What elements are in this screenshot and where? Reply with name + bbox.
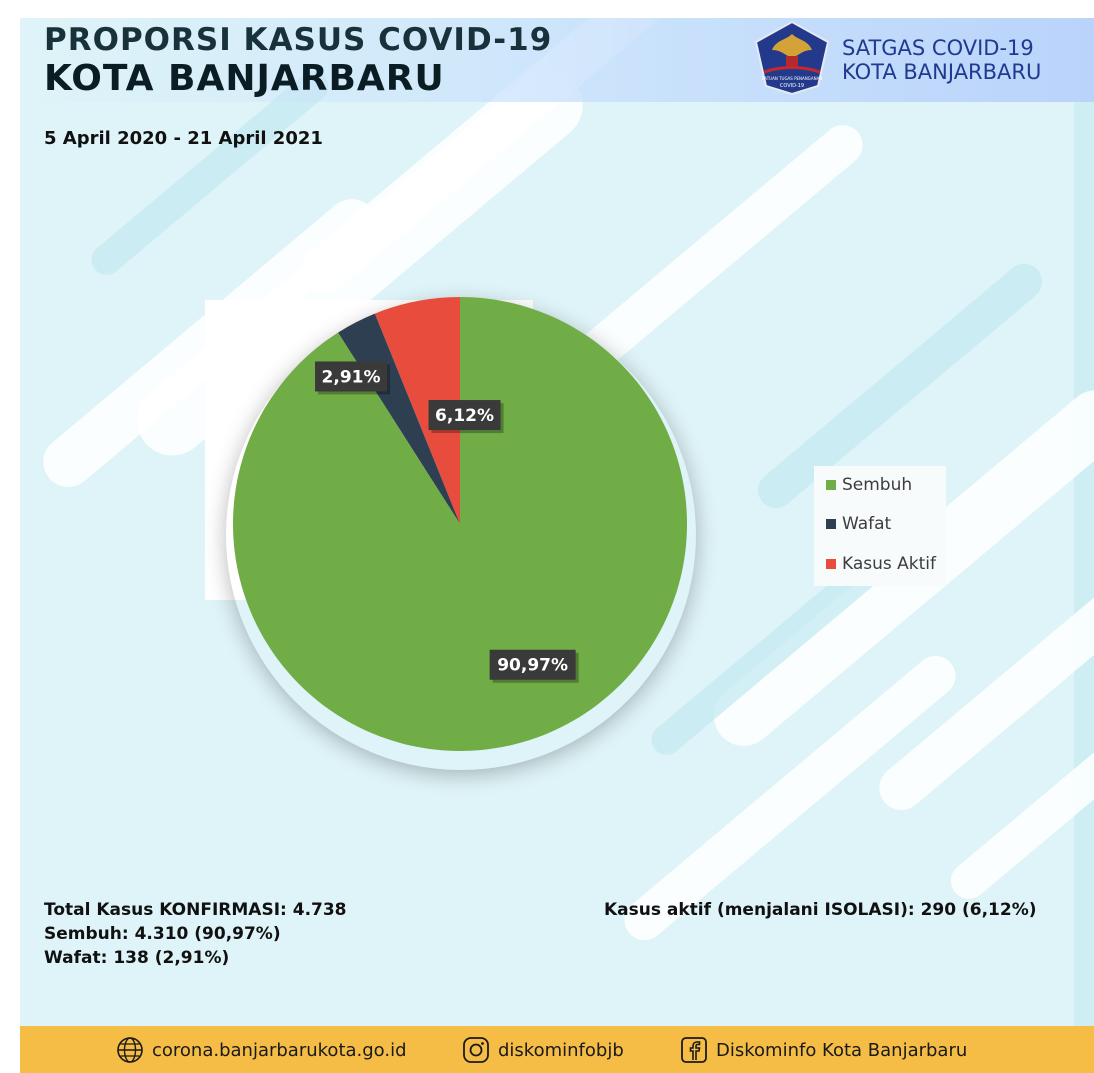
footer-website-text: corona.banjarbarukota.go.id [152, 1039, 407, 1061]
brand-line-1: SATGAS COVID-19 [842, 36, 1034, 60]
date-range: 5 April 2020 - 21 April 2021 [44, 128, 323, 149]
stat-recovered: Sembuh: 4.310 (90,97%) [44, 924, 281, 944]
footer-facebook[interactable]: Diskominfo Kota Banjarbaru [680, 1036, 967, 1064]
logo-text-1: SATUAN TUGAS PENANGANAN [762, 76, 823, 81]
data-label-box [428, 400, 501, 431]
garuda-emblem-icon: SATUAN TUGAS PENANGANAN COVID-19 [754, 20, 830, 96]
pie-slice-kasus-aktif [374, 297, 460, 524]
data-label-text: 6,12% [435, 406, 494, 426]
brand-line-2: KOTA BANJARBARU [842, 60, 1042, 84]
legend-item-wafat: Wafat [826, 514, 891, 534]
logo-text-2: COVID-19 [780, 83, 804, 89]
stat-active-cases: Kasus aktif (menjalani ISOLASI): 290 (6,… [604, 900, 1037, 920]
legend-label: Sembuh [842, 475, 913, 495]
chart-legend: Sembuh Wafat Kasus Aktif [814, 466, 946, 586]
legend-item-kasus-aktif: Kasus Aktif [826, 554, 936, 574]
footer-instagram-text: diskominfobjb [498, 1039, 624, 1061]
footer-website[interactable]: corona.banjarbarukota.go.id [116, 1036, 407, 1064]
title-line-2: KOTA BANJARBARU [44, 58, 445, 99]
data-label-kasus-aktif: 6,12% [428, 400, 504, 434]
globe-icon [117, 1037, 143, 1063]
legend-swatch-kasus-aktif [826, 559, 836, 569]
data-label-wafat: 2,91% [315, 361, 391, 395]
legend-swatch-wafat [826, 519, 836, 529]
legend-label: Wafat [842, 514, 892, 534]
brand-name: SATGAS COVID-19 KOTA BANJARBARU [842, 36, 1041, 84]
pie-slice-sembuh [233, 297, 687, 752]
title-line-1: PROPORSI KASUS COVID-19 [44, 22, 553, 58]
legend-swatch-sembuh [826, 480, 836, 490]
stat-total-confirmed: Total Kasus KONFIRMASI: 4.738 [44, 900, 347, 920]
header-band [20, 18, 1094, 102]
legend-item-sembuh: Sembuh [826, 475, 912, 495]
footer-facebook-text: Diskominfo Kota Banjarbaru [716, 1039, 968, 1061]
data-label-text: 90,97% [497, 656, 568, 676]
footer-bar: corona.banjarbarukota.go.id diskominfobj… [20, 1026, 1094, 1073]
instagram-icon [463, 1037, 489, 1063]
data-label-sembuh: 90,97% [489, 649, 579, 683]
data-label-text: 2,91% [322, 367, 381, 387]
data-label-box [315, 361, 388, 392]
stat-deaths: Wafat: 138 (2,91%) [44, 948, 230, 968]
stats-summary: Total Kasus KONFIRMASI: 4.738 Sembuh: 4.… [44, 898, 347, 970]
legend-label: Kasus Aktif [842, 554, 937, 574]
page-title: PROPORSI KASUS COVID-19 KOTA BANJARBARU [44, 22, 552, 100]
facebook-icon [681, 1037, 707, 1063]
data-label-box [489, 649, 576, 680]
footer-instagram[interactable]: diskominfobjb [462, 1036, 624, 1064]
